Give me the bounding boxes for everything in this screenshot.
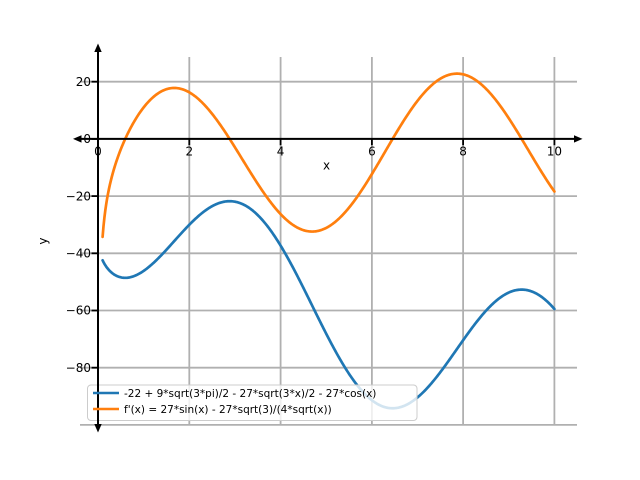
- y-tick-label--40: −40: [66, 247, 91, 261]
- x-axis-left-arrow-icon: [73, 135, 82, 143]
- legend-label-series-1: f'(x) = 27*sin(x) - 27*sqrt(3)/(4*sqrt(x…: [124, 404, 332, 416]
- x-tick-label-10: 10: [547, 145, 562, 159]
- y-tick-label--80: −80: [66, 361, 91, 375]
- legend: [87, 384, 418, 421]
- x-axis-label: x: [323, 159, 330, 173]
- x-tick-label-0: 0: [94, 145, 102, 159]
- series-line-1: [101, 72, 556, 239]
- y-tick-label--60: −60: [66, 304, 91, 318]
- y-tick-label--20: −20: [66, 189, 91, 203]
- series-line-0: [101, 199, 556, 410]
- x-tick-label-2: 2: [185, 145, 193, 159]
- y-axis-label: y: [36, 237, 50, 244]
- tick-labels: 0 2 4 6 8 10 20 0 −20 −40 −60 −80: [66, 75, 562, 375]
- x-tick-label-4: 4: [277, 145, 285, 159]
- y-axis-up-arrow-icon: [94, 43, 102, 52]
- legend-label-series-0: -22 + 9*sqrt(3*pi)/2 - 27*sqrt(3*x)/2 - …: [124, 388, 376, 400]
- x-tick-label-8: 8: [459, 145, 467, 159]
- curves: [101, 72, 556, 410]
- y-tick-label-20: 20: [76, 75, 91, 89]
- y-tick-label-0: 0: [83, 132, 91, 146]
- tick-marks: [91, 80, 556, 369]
- x-axis-right-arrow-icon: [574, 135, 583, 143]
- axes: [73, 43, 583, 433]
- legend-box: [87, 384, 418, 421]
- y-axis-down-arrow-icon: [94, 424, 102, 433]
- legend-entries: -22 + 9*sqrt(3*pi)/2 - 27*sqrt(3*x)/2 - …: [93, 388, 376, 416]
- x-tick-label-6: 6: [368, 145, 376, 159]
- grid: [80, 57, 577, 426]
